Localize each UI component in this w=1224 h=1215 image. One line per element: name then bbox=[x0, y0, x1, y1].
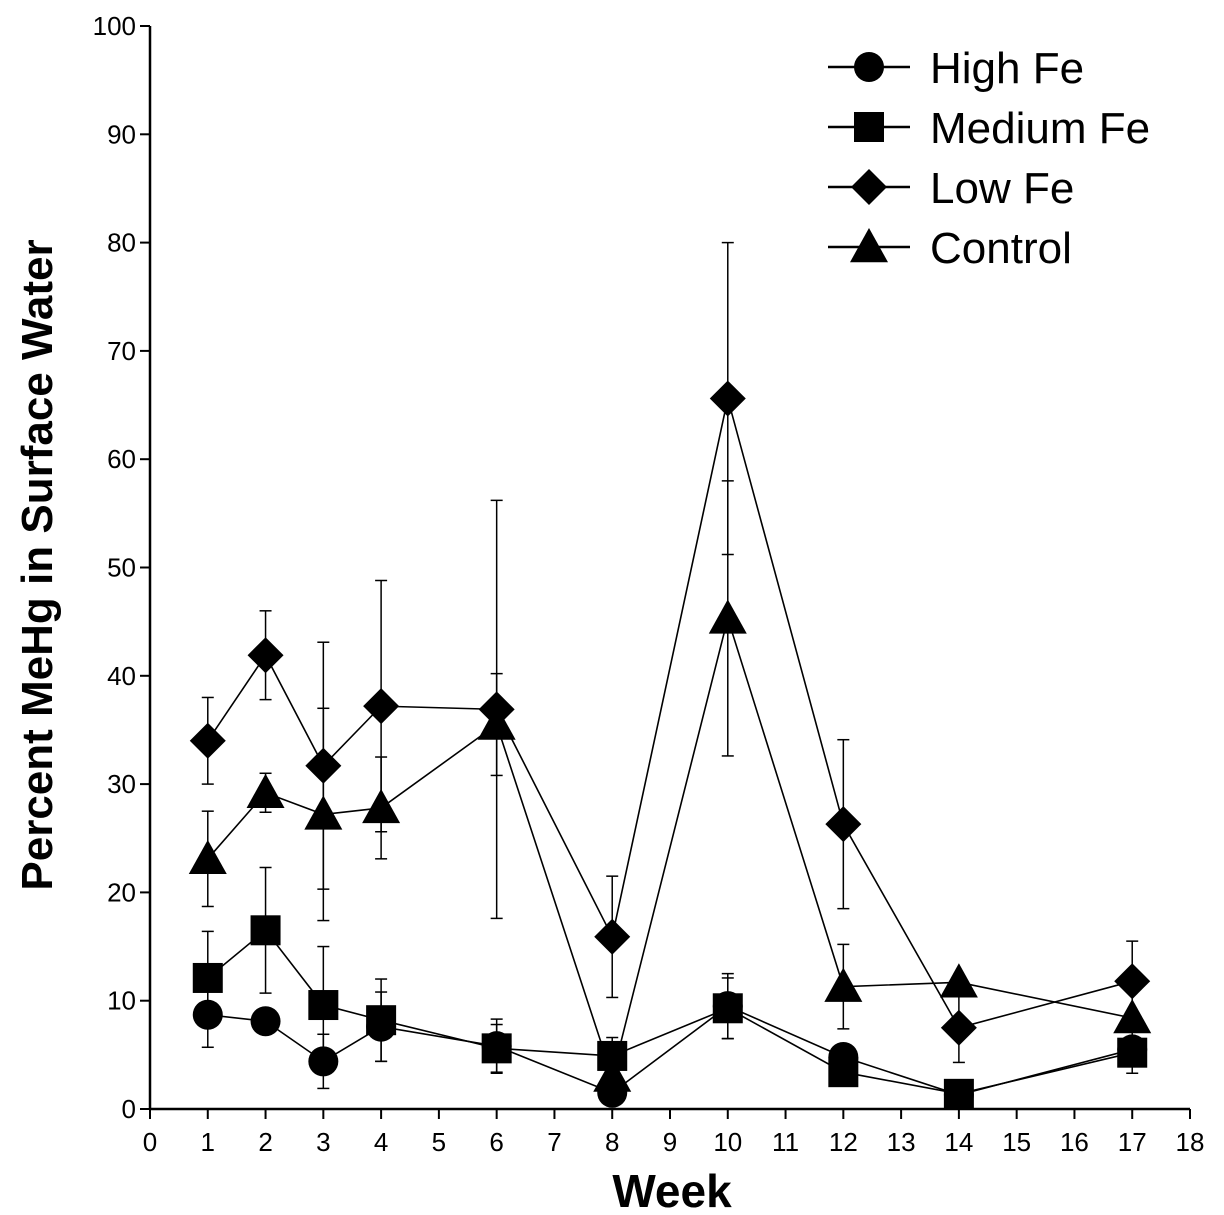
medium-fe-point bbox=[250, 915, 281, 946]
axes: 0 1 2 3 4 5 6 7 8 9 10 11 12 13 14 15 16 17 18010203040506… bbox=[93, 11, 1205, 1157]
x-tick-label: 8 bbox=[605, 1127, 619, 1157]
medium-fe-point bbox=[943, 1078, 974, 1109]
control-point bbox=[593, 1057, 632, 1092]
medium-fe-point bbox=[308, 990, 339, 1021]
medium-fe-point bbox=[1117, 1037, 1148, 1068]
x-axis-title: Week bbox=[612, 1165, 732, 1215]
y-tick-label: 40 bbox=[107, 661, 136, 691]
control-point bbox=[939, 963, 978, 998]
control-point bbox=[708, 599, 747, 634]
low-fe-point bbox=[940, 1009, 977, 1046]
x-tick-label: 14 bbox=[944, 1127, 973, 1157]
high-fe-line bbox=[207, 1005, 1133, 1096]
control-point bbox=[304, 795, 343, 830]
x-tick-label: 7 bbox=[547, 1127, 561, 1157]
low-fe-point bbox=[189, 722, 226, 759]
x-tick-label: 13 bbox=[887, 1127, 916, 1157]
y-tick-label: 30 bbox=[107, 769, 136, 799]
low-fe-point bbox=[825, 806, 862, 843]
control-point bbox=[246, 773, 285, 808]
legend-label: Medium Fe bbox=[930, 104, 1150, 153]
x-tick-label: 15 bbox=[1002, 1127, 1031, 1157]
legend-label: Control bbox=[930, 224, 1072, 273]
x-tick-label: 3 bbox=[316, 1127, 330, 1157]
low-fe-line bbox=[207, 398, 1133, 1029]
x-tick-label: 11 bbox=[772, 1127, 799, 1157]
x-tick-label: 18 bbox=[1176, 1127, 1205, 1157]
high-fe-point bbox=[250, 1006, 281, 1037]
low-fe-point bbox=[1114, 963, 1151, 1000]
control-point bbox=[188, 839, 227, 875]
low-fe-point bbox=[363, 688, 400, 725]
y-tick-label: 90 bbox=[107, 119, 136, 149]
x-tick-label: 12 bbox=[829, 1127, 858, 1157]
y-axis-title: Percent MeHg in Surface Water bbox=[13, 239, 62, 890]
y-tick-label: 100 bbox=[93, 11, 136, 41]
series-markers bbox=[188, 380, 1152, 1110]
low-fe-point bbox=[305, 747, 342, 784]
y-tick-label: 60 bbox=[107, 444, 136, 474]
low-fe-point bbox=[594, 918, 631, 955]
x-tick-label: 6 bbox=[489, 1127, 503, 1157]
x-tick-label: 2 bbox=[258, 1127, 272, 1157]
low-fe-point bbox=[709, 380, 746, 417]
x-tick-label: 17 bbox=[1118, 1127, 1147, 1157]
x-tick-label: 5 bbox=[432, 1127, 446, 1157]
medium-fe-legend-marker bbox=[854, 112, 884, 142]
low-fe-point bbox=[247, 637, 284, 674]
y-tick-label: 10 bbox=[107, 986, 136, 1016]
medium-fe-point bbox=[192, 962, 223, 993]
control-legend-marker bbox=[850, 228, 888, 263]
control-point bbox=[824, 967, 863, 1002]
control-point bbox=[362, 788, 401, 824]
x-tick-label: 16 bbox=[1060, 1127, 1089, 1157]
x-tick-label: 9 bbox=[663, 1127, 677, 1157]
x-tick-label: 1 bbox=[201, 1127, 215, 1157]
x-tick-label: 10 bbox=[713, 1127, 742, 1157]
control-point bbox=[1113, 999, 1152, 1034]
medium-fe-line bbox=[207, 929, 1133, 1095]
x-tick-label: 4 bbox=[374, 1127, 388, 1157]
high-fe-legend-marker bbox=[854, 52, 884, 82]
y-tick-label: 70 bbox=[107, 336, 136, 366]
medium-fe-point bbox=[712, 993, 743, 1024]
medium-fe-point bbox=[481, 1033, 512, 1064]
y-tick-label: 50 bbox=[107, 553, 136, 583]
low-fe-legend-marker bbox=[851, 169, 887, 205]
high-fe-point bbox=[192, 999, 223, 1030]
medium-fe-point bbox=[366, 1005, 397, 1036]
medium-fe-point bbox=[828, 1057, 859, 1088]
legend: High Fe Medium Fe Low Fe Control bbox=[828, 44, 1150, 273]
control-line bbox=[207, 615, 1133, 1080]
high-fe-point bbox=[308, 1046, 339, 1077]
control-point bbox=[477, 705, 516, 740]
y-tick-label: 80 bbox=[107, 228, 136, 258]
legend-label: High Fe bbox=[930, 44, 1084, 93]
y-tick-label: 0 bbox=[122, 1094, 136, 1124]
x-tick-label: 0 bbox=[143, 1127, 157, 1157]
series-lines bbox=[207, 398, 1133, 1096]
y-tick-label: 20 bbox=[107, 877, 136, 907]
legend-label: Low Fe bbox=[930, 164, 1074, 213]
